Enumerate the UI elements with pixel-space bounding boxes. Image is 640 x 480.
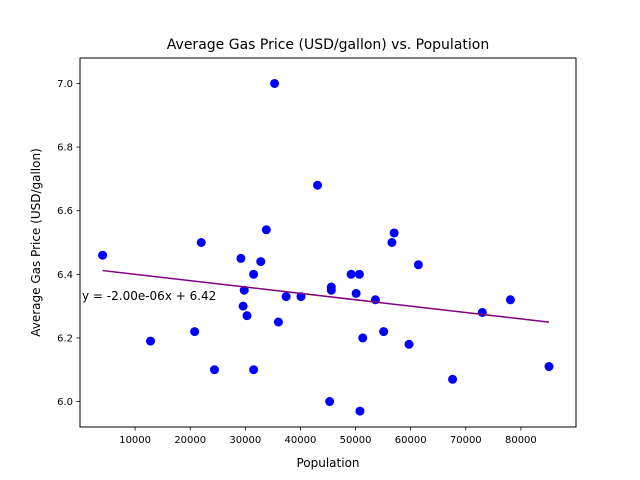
- data-point: [389, 228, 399, 238]
- data-point: [209, 365, 219, 375]
- x-tick-label: 70000: [450, 435, 482, 446]
- data-point: [196, 238, 206, 247]
- data-point: [190, 327, 200, 337]
- data-point: [354, 269, 364, 279]
- y-axis-ticks: 6.0 6.2 6.4 6.6 6.8 7.0: [57, 79, 80, 408]
- data-point: [379, 327, 389, 337]
- plot-area: [98, 78, 554, 416]
- data-point: [355, 406, 365, 416]
- data-point: [238, 301, 248, 311]
- data-point: [505, 295, 515, 305]
- regression-line: [102, 269, 550, 323]
- y-axis-label: Average Gas Price (USD/gallon): [29, 148, 43, 337]
- chart-title: Average Gas Price (USD/gallon) vs. Popul…: [167, 37, 489, 53]
- x-tick-label: 40000: [285, 435, 317, 446]
- data-point: [239, 285, 249, 295]
- y-tick-label: 6.0: [57, 397, 73, 408]
- data-point: [346, 269, 356, 279]
- x-tick-label: 10000: [119, 435, 151, 446]
- x-tick-label: 50000: [340, 435, 372, 446]
- data-point: [544, 362, 554, 372]
- plot-frame: [79, 57, 577, 428]
- data-point: [313, 180, 323, 190]
- data-point: [261, 225, 271, 235]
- data-point: [448, 374, 458, 384]
- data-point: [413, 260, 423, 270]
- regression-equation: y = -2.00e-06x + 6.42: [82, 289, 216, 303]
- data-point: [325, 397, 335, 407]
- y-tick-label: 7.0: [57, 79, 73, 90]
- data-point: [358, 333, 368, 343]
- data-point: [326, 285, 336, 295]
- y-tick-label: 6.4: [57, 270, 73, 281]
- x-tick-label: 30000: [229, 435, 261, 446]
- y-tick-label: 6.6: [57, 206, 73, 217]
- y-tick-label: 6.8: [57, 143, 73, 154]
- x-tick-label: 20000: [174, 435, 206, 446]
- data-point: [242, 311, 252, 321]
- data-point: [270, 78, 280, 88]
- data-point: [351, 288, 361, 298]
- x-axis-ticks: 10000 20000 30000 40000 50000 60000 70000 80000: [119, 427, 537, 446]
- data-point: [387, 238, 397, 247]
- data-point: [477, 307, 487, 317]
- data-point: [98, 250, 108, 260]
- data-point: [236, 253, 246, 263]
- x-tick-label: 60000: [395, 435, 427, 446]
- x-axis-label: Population: [296, 456, 359, 470]
- data-point: [281, 292, 291, 302]
- data-point: [249, 365, 259, 375]
- data-point: [273, 317, 283, 327]
- data-point: [249, 269, 259, 279]
- x-tick-label: 80000: [505, 435, 537, 446]
- data-point: [146, 336, 156, 346]
- y-tick-label: 6.2: [57, 333, 73, 344]
- data-point: [404, 339, 414, 349]
- data-point: [256, 257, 266, 267]
